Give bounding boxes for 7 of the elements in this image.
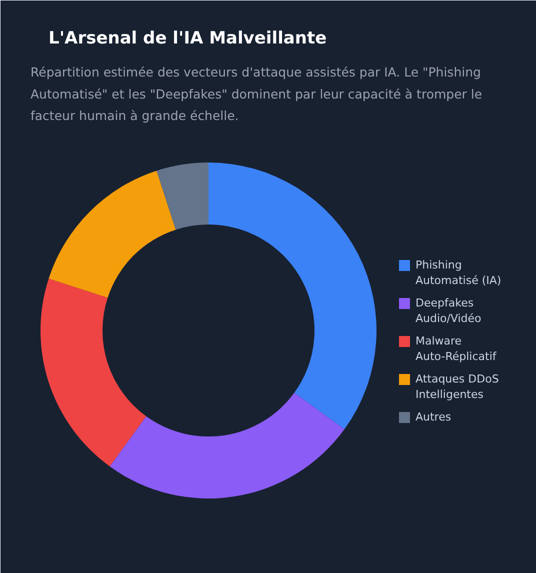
chart-title: L'Arsenal de l'IA Malveillante bbox=[48, 28, 327, 48]
legend-label: Malware Auto-Réplicatif bbox=[416, 334, 498, 364]
legend-label: Phishing Automatisé (IA) bbox=[416, 258, 502, 288]
legend-label: Deepfakes Audio/Vidéo bbox=[416, 296, 482, 326]
legend-label: Attaques DDoS Intelligentes bbox=[416, 372, 499, 402]
legend-label: Autres bbox=[416, 410, 452, 424]
chart-subtitle: Répartition estimée des vecteurs d'attaque assistés par IA. Le "Phishing Automatisé" et les "Deepfakes" dominent par leur capacité à tromper le facteur humain à grande échelle. bbox=[30, 64, 482, 123]
